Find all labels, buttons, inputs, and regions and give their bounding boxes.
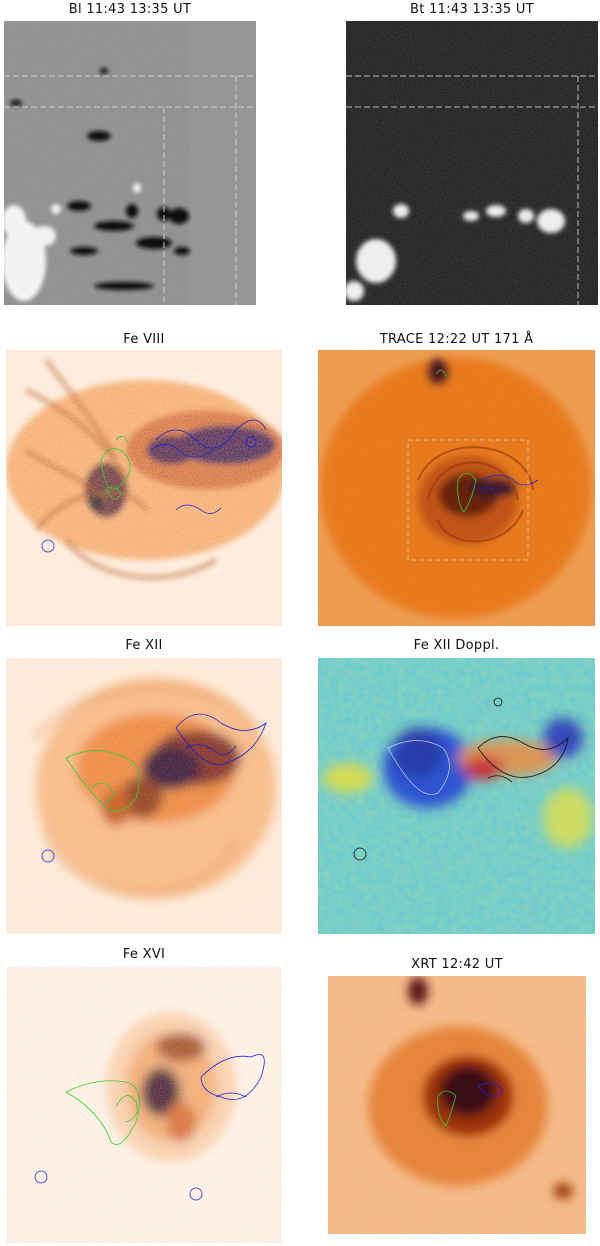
panel-title-xrt: XRT 12:42 UT (411, 957, 503, 972)
fe-xii-intensity-image (6, 658, 282, 934)
panel-title-fe8: Fe VIII (123, 332, 165, 347)
panel-title-fe12: Fe XII (125, 638, 163, 653)
magnetogram-bl-image (4, 21, 256, 305)
panel-title-bl: Bl 11:43 13:35 UT (68, 2, 192, 17)
panel-title-fe16: Fe XVI (122, 947, 166, 962)
xrt-image (328, 976, 586, 1234)
fe-xvi-intensity-image (6, 967, 282, 1243)
fe-xii-doppler-image (318, 658, 595, 934)
panel-title-fe12d: Fe XII Doppl. (413, 638, 500, 653)
magnetogram-bt-image (346, 21, 598, 305)
fe-viii-intensity-image (6, 350, 282, 626)
panel-title-bt: Bt 11:43 13:35 UT (410, 2, 534, 17)
panel-title-trace: TRACE 12:22 UT 171 Å (379, 332, 534, 347)
trace-171-image (318, 350, 595, 626)
